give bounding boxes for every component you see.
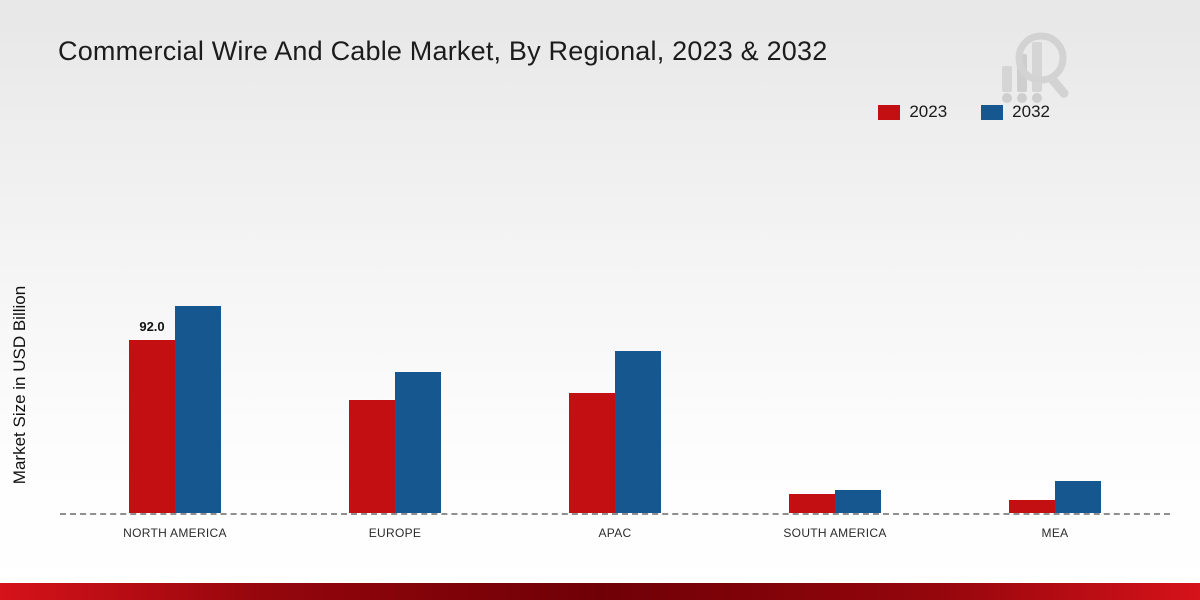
- legend-item-2023: 2023: [878, 102, 947, 122]
- footer-accent-bar: [0, 583, 1200, 600]
- chart-title: Commercial Wire And Cable Market, By Reg…: [58, 36, 828, 66]
- bar-2023-apac: [569, 392, 615, 513]
- bar-value-label: 92.0: [139, 319, 165, 335]
- y-axis-label: Market Size in USD Billion: [10, 285, 29, 485]
- bar-2032-apac: [615, 351, 661, 513]
- bar-2032-europe: [395, 372, 441, 513]
- legend-swatch-2032: [981, 104, 1004, 120]
- category-label-north-america: NORTH AMERICA: [123, 526, 227, 540]
- bar-2023-mea: [1009, 499, 1055, 513]
- legend-label-2032: 2032: [1012, 102, 1050, 121]
- bar-group-south-america: [789, 490, 881, 513]
- legend: 2023 2032: [878, 102, 1050, 122]
- bar-2023-europe: [349, 400, 395, 513]
- legend-swatch-2023: [878, 104, 901, 120]
- bar-group-mea: [1009, 481, 1101, 513]
- brand-logo-icon: [1002, 32, 1069, 103]
- legend-label-2023: 2023: [909, 102, 948, 121]
- bar-2023-south-america: [789, 494, 835, 513]
- bar-2032-north-america: [175, 306, 221, 513]
- legend-item-2032: 2032: [981, 102, 1050, 122]
- bar-group-north-america: [129, 306, 221, 513]
- bar-2023-north-america: [129, 340, 175, 513]
- x-axis-baseline: [60, 513, 1170, 515]
- category-label-mea: MEA: [1041, 526, 1069, 540]
- category-label-south-america: SOUTH AMERICA: [783, 526, 887, 540]
- bar-2032-south-america: [835, 490, 881, 513]
- bar-group-apac: [569, 351, 661, 513]
- bar-group-europe: [349, 372, 441, 513]
- bar-2032-mea: [1055, 481, 1101, 513]
- category-label-europe: EUROPE: [368, 526, 422, 540]
- category-label-apac: APAC: [598, 526, 632, 540]
- bar-chart-plot-area: NORTH AMERICA EUROPE APAC SOUTH AMERICA MEA 9…: [60, 200, 1170, 540]
